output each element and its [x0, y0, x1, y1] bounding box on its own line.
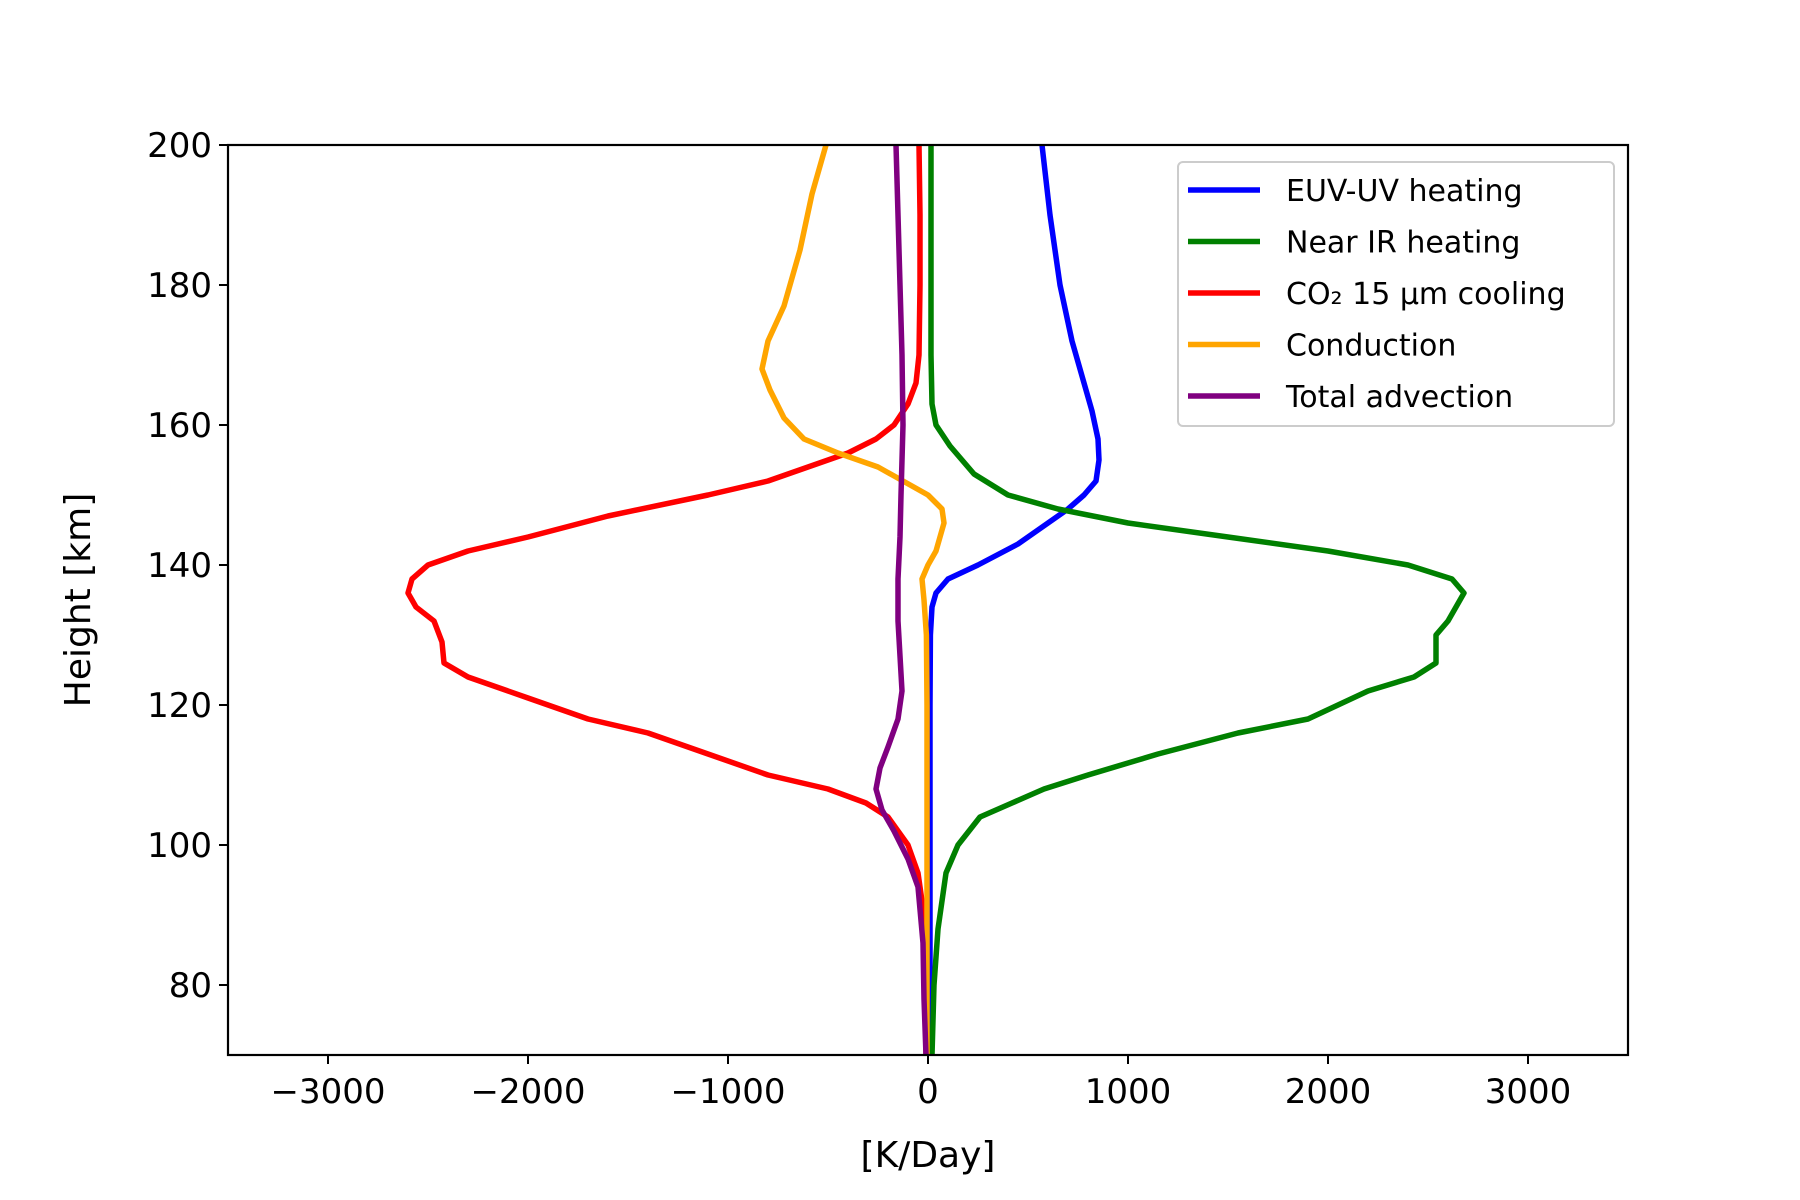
legend-entry-label: Near IR heating [1286, 226, 1520, 261]
x-tick-label: −2000 [470, 1072, 585, 1112]
x-tick-label: 2000 [1285, 1072, 1372, 1112]
series-line-2 [405, 144, 929, 1056]
y-tick-label: 80 [169, 966, 212, 1006]
series-line-1 [928, 145, 1467, 1056]
x-axis: −3000 −2000 −1000 0 1000 2000 3000 [270, 1055, 1571, 1112]
y-axis: 80 100 120 140 160 180 200 [147, 126, 228, 1006]
x-tick-label: −3000 [270, 1072, 385, 1112]
legend-box [1177, 161, 1615, 427]
series-layer [405, 144, 1467, 1056]
series-line-4 [873, 144, 929, 1056]
legend: EUV-UV heating Near IR heating CO₂ 15 μm c… [1177, 161, 1615, 427]
legend-entry-label: CO₂ 15 μm cooling [1286, 277, 1566, 312]
y-axis-label: Height [km] [58, 493, 99, 707]
legend-entry-label: Conduction [1286, 329, 1456, 364]
y-tick-label: 100 [147, 826, 212, 866]
y-tick-label: 140 [147, 546, 212, 586]
y-tick-label: 180 [147, 266, 212, 306]
y-tick-label: 160 [147, 406, 212, 446]
x-tick-label: 0 [917, 1072, 939, 1112]
y-tick-label: 200 [147, 126, 212, 166]
y-tick-label: 120 [147, 686, 212, 726]
legend-entry-label: Total advection [1285, 380, 1513, 415]
x-tick-label: −1000 [670, 1072, 785, 1112]
legend-entry-label: EUV-UV heating [1286, 174, 1523, 209]
x-tick-label: 3000 [1485, 1072, 1572, 1112]
x-axis-label: [K/Day] [861, 1135, 996, 1176]
x-tick-label: 1000 [1085, 1072, 1172, 1112]
